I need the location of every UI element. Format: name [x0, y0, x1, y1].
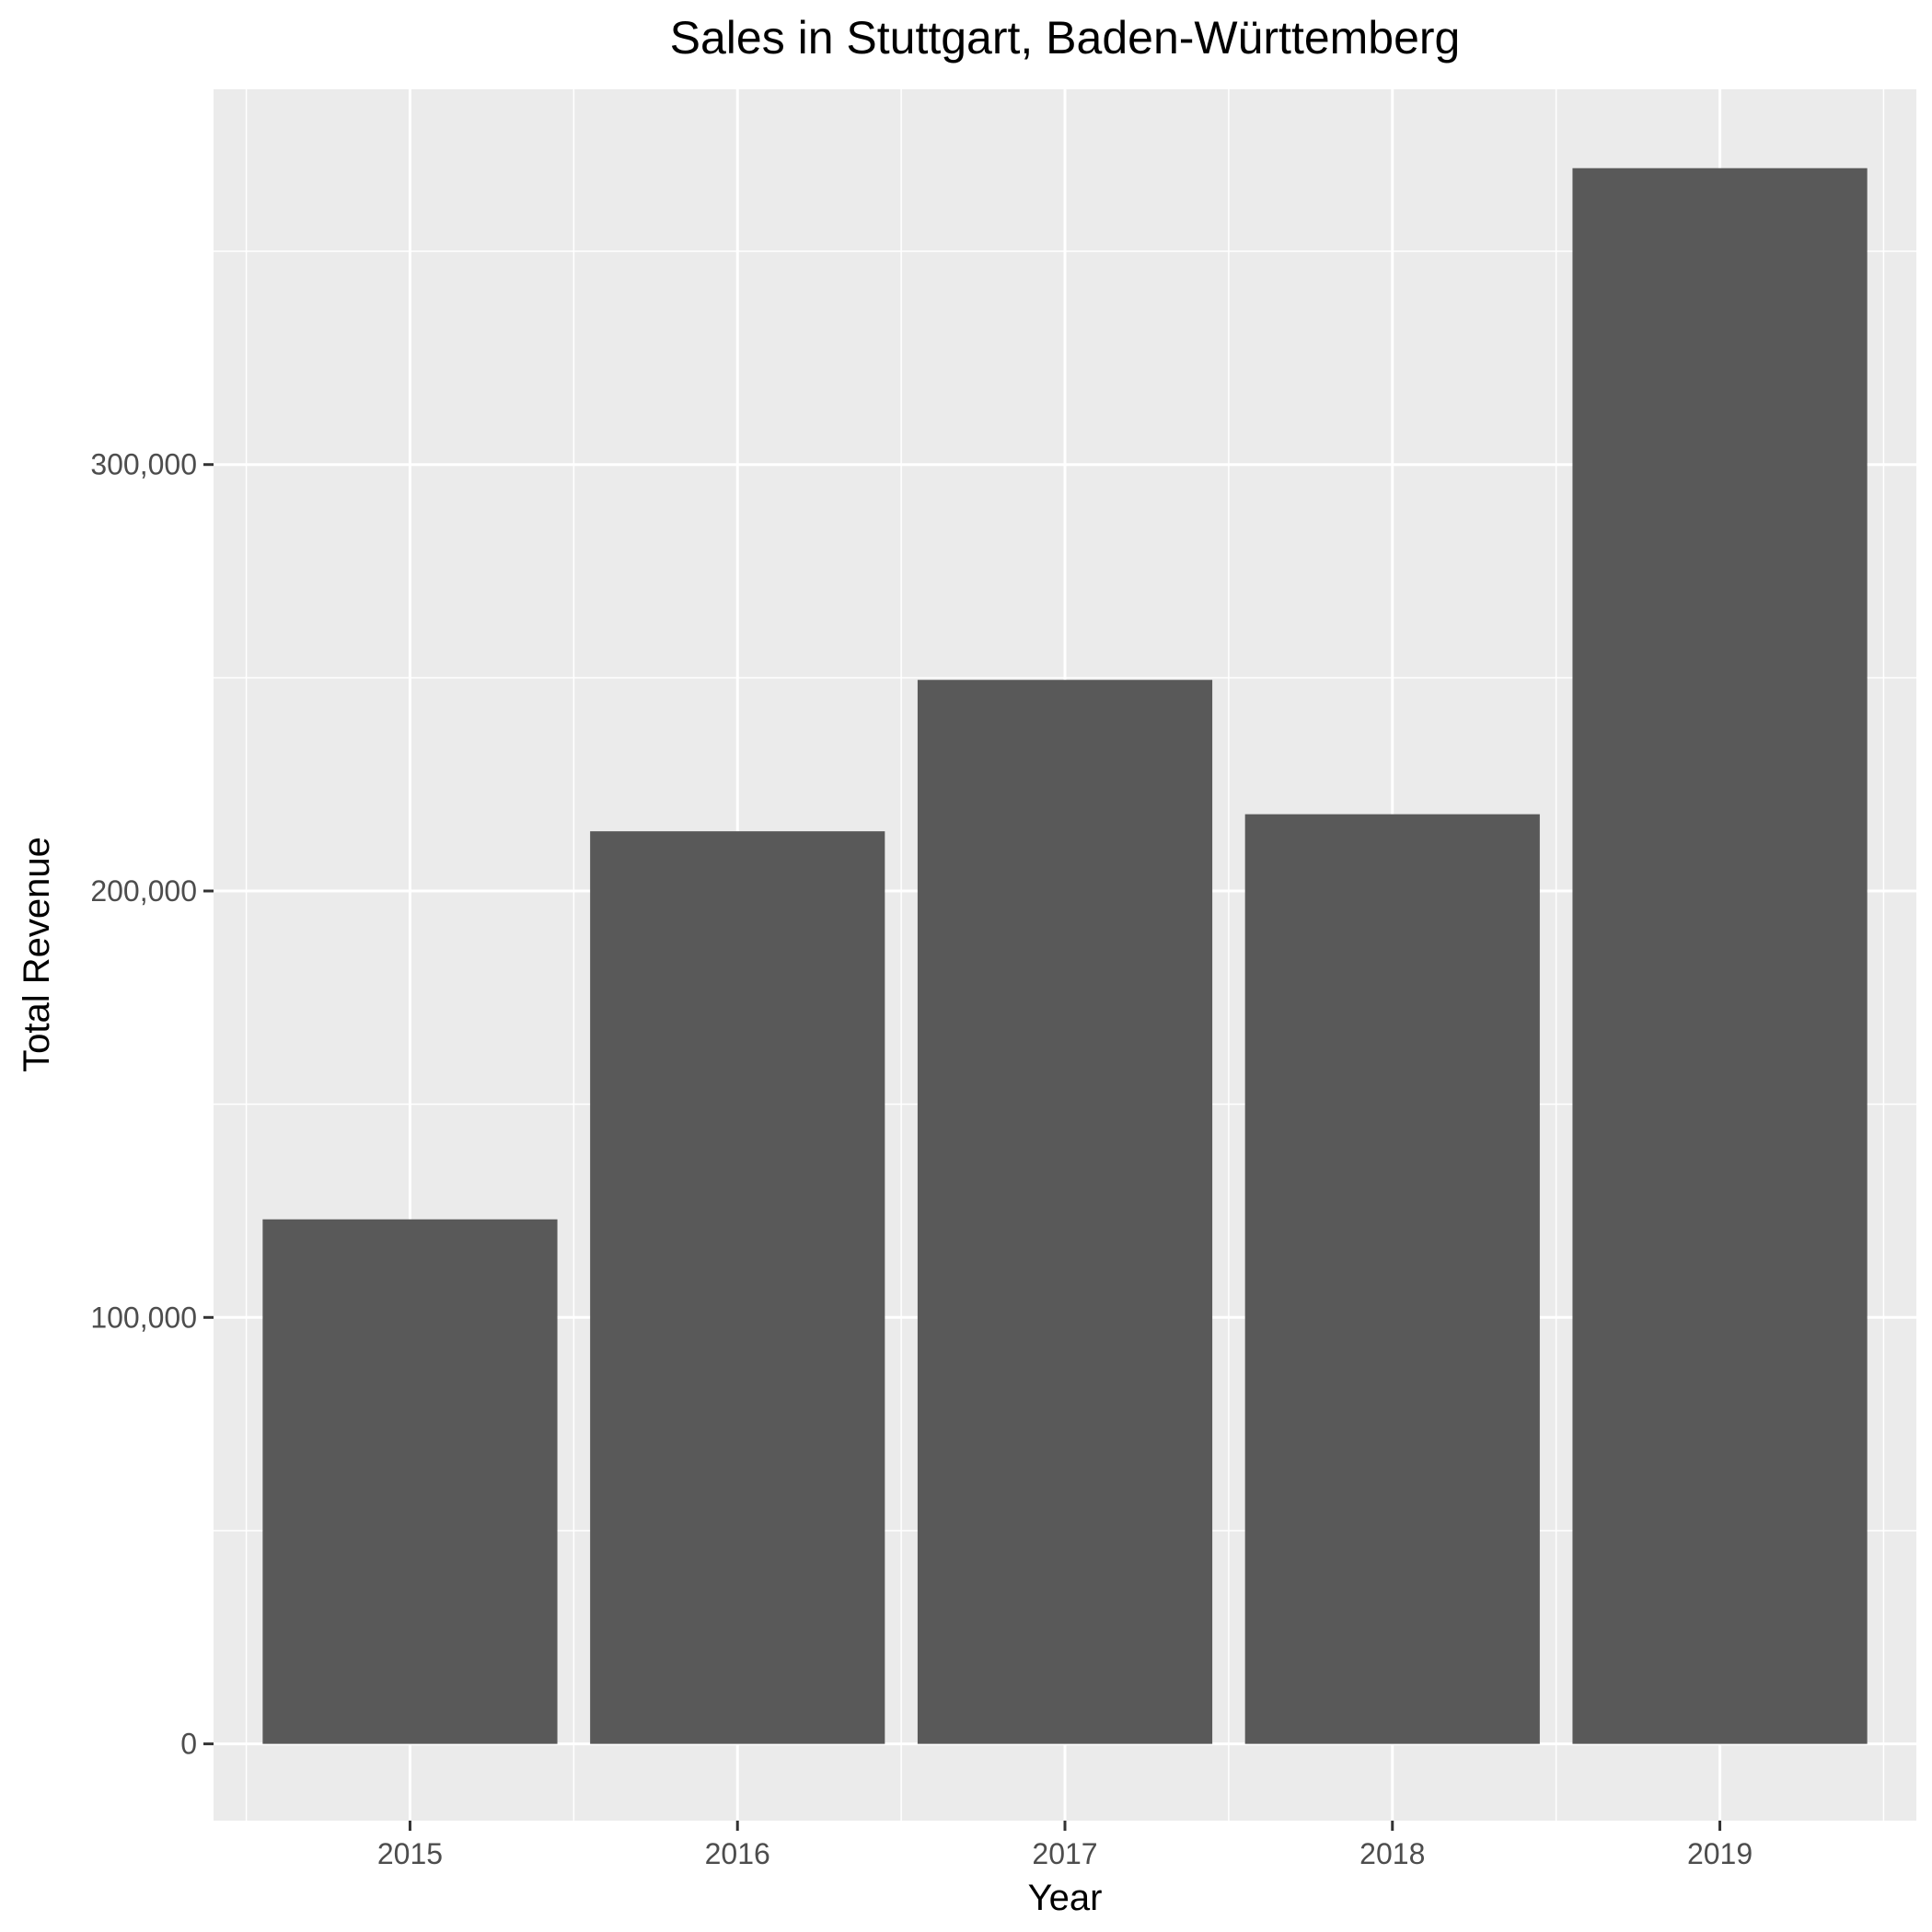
chart-title: Sales in Stuttgart, Baden-Württemberg — [670, 12, 1461, 64]
y-tick-label: 100,000 — [90, 1301, 197, 1334]
x-axis-title: Year — [1028, 1878, 1103, 1918]
bar-2017 — [917, 679, 1213, 1744]
bar-2016 — [590, 831, 885, 1744]
y-axis-title: Total Revenue — [17, 837, 57, 1072]
y-tick-label: 300,000 — [90, 448, 197, 481]
x-tick-label: 2019 — [1687, 1837, 1753, 1870]
bar-2015 — [262, 1219, 558, 1744]
x-tick-label: 2018 — [1359, 1837, 1425, 1870]
y-tick-label: 200,000 — [90, 874, 197, 908]
x-tick-label: 2017 — [1032, 1837, 1097, 1870]
bar-2019 — [1572, 168, 1868, 1744]
y-axis: 0 100,000 200,000 300,000 — [90, 448, 214, 1761]
bar-2018 — [1244, 814, 1540, 1744]
bars — [262, 168, 1868, 1744]
x-tick-label: 2016 — [705, 1837, 770, 1870]
x-axis: 2015 2016 2017 2018 2019 — [377, 1821, 1753, 1870]
y-tick-label: 0 — [180, 1728, 197, 1761]
x-tick-label: 2015 — [377, 1837, 443, 1870]
